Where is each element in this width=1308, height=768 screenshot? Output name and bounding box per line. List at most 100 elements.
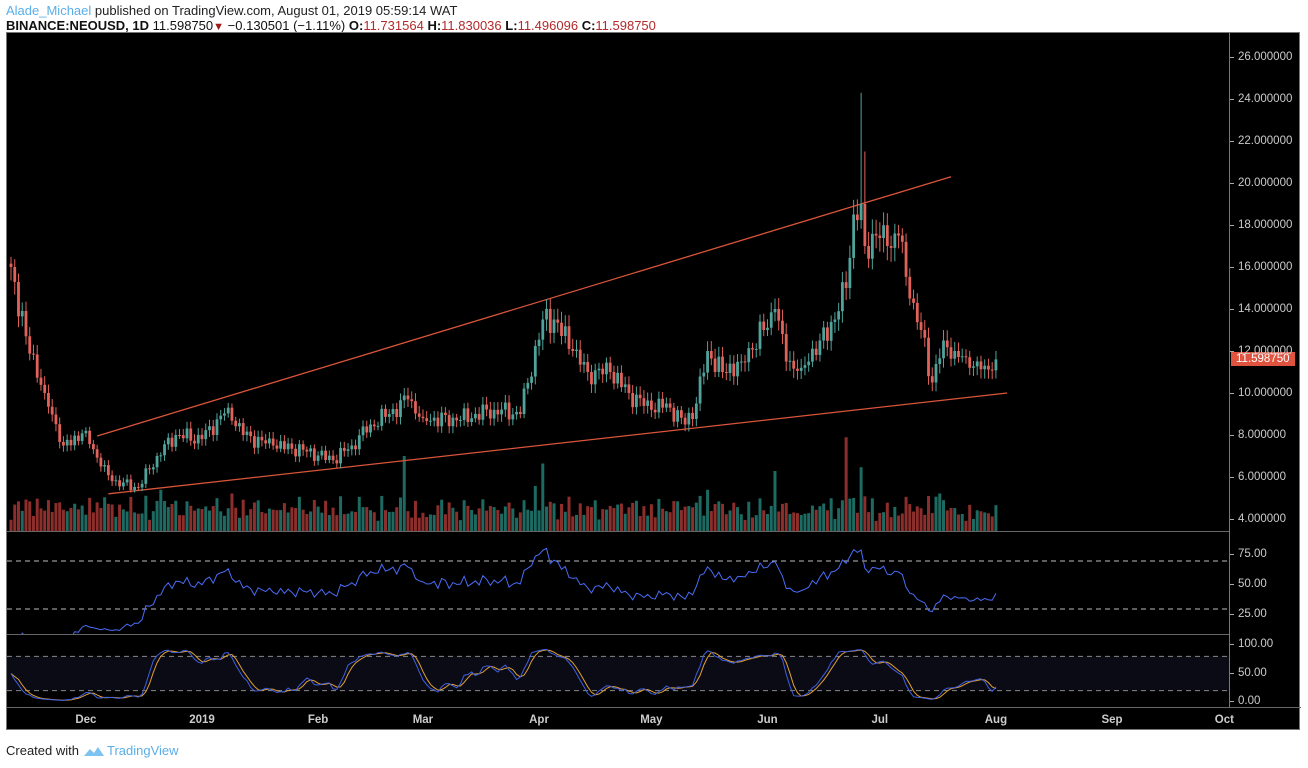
candle-body — [159, 455, 163, 457]
volume-bar — [159, 489, 163, 531]
candle-body — [814, 348, 818, 355]
volume-bar — [923, 514, 927, 531]
volume-bar — [601, 509, 605, 531]
candle-body — [601, 368, 605, 375]
volume-bar — [335, 515, 339, 531]
volume-bar — [717, 501, 721, 531]
volume-bar — [65, 511, 69, 531]
candle-body — [47, 393, 50, 407]
volume-bar — [9, 519, 13, 531]
volume-bar — [893, 506, 897, 531]
volume-bar — [960, 514, 964, 531]
candle-body — [691, 412, 694, 419]
volume-bar — [271, 509, 275, 531]
candle-body — [301, 444, 305, 450]
candle-body — [24, 310, 28, 337]
stochastic-pane[interactable] — [7, 634, 1229, 707]
volume-bar — [121, 509, 125, 531]
candle-body — [829, 321, 833, 341]
volume-bar — [316, 506, 320, 531]
candle-body — [923, 330, 927, 338]
candle-body — [54, 414, 58, 425]
volume-bar — [286, 512, 290, 531]
volume-bar — [904, 496, 908, 531]
author-link[interactable]: Alade_Michael — [6, 3, 92, 18]
publish-info: Alade_Michael published on TradingView.c… — [6, 3, 457, 18]
candle-body — [17, 281, 20, 317]
candle-body — [518, 411, 522, 414]
volume-bar — [638, 516, 642, 531]
volume-bar — [148, 519, 152, 531]
candle-body — [840, 282, 844, 312]
stoch-chart-svg — [7, 648, 1229, 701]
volume-bar — [369, 510, 373, 531]
candle-body — [178, 435, 181, 436]
candle-body — [234, 420, 238, 427]
candle-body — [376, 425, 380, 427]
price-tick-label: 22.000000 — [1229, 135, 1293, 147]
candle-body — [957, 351, 960, 357]
candle-body — [121, 482, 125, 487]
candle-body — [784, 334, 788, 362]
chart-container[interactable]: 11.598750 26.000000 24.000000 22.000000 20.… — [6, 32, 1301, 731]
candle-body — [713, 358, 717, 372]
rsi-tick-label: 75.00 — [1230, 548, 1267, 560]
time-axis[interactable]: Dec 2019 Feb Mar Apr May Jun Jul Aug Sep Oct — [7, 707, 1301, 731]
volume-bar — [477, 508, 481, 531]
candle-body — [848, 257, 852, 288]
candle-body — [447, 415, 451, 427]
candle-body — [230, 407, 234, 421]
time-tick-label: May — [640, 714, 663, 726]
volume-bar — [282, 503, 286, 531]
candle-body — [889, 246, 893, 248]
candle-body — [402, 395, 406, 401]
candle-body — [590, 372, 593, 385]
candle-body — [575, 349, 578, 351]
candle-body — [533, 345, 537, 377]
candle-body — [949, 347, 953, 359]
volume-bar — [61, 509, 65, 531]
created-with-text: Created with — [6, 743, 79, 758]
candle-body — [395, 409, 399, 418]
candle-body — [223, 413, 226, 416]
volume-bar — [443, 514, 447, 531]
candle-body — [215, 419, 219, 435]
time-tick-label: Mar — [412, 714, 434, 726]
candle-body — [631, 393, 635, 408]
stoch-d-line — [10, 649, 997, 701]
candle-body — [118, 480, 122, 487]
candle-body — [870, 233, 874, 259]
candle-body — [69, 439, 73, 446]
candle-body — [620, 372, 623, 388]
candle-body — [777, 309, 781, 321]
candle-body — [200, 434, 204, 440]
volume-bar — [324, 500, 328, 531]
volume-bar — [994, 505, 998, 531]
price-axis[interactable]: 11.598750 26.000000 24.000000 22.000000 20.… — [1229, 33, 1301, 707]
candle-body — [709, 351, 713, 359]
candle-body — [417, 413, 421, 417]
volume-bar — [136, 513, 140, 531]
rsi-pane[interactable] — [7, 531, 1229, 634]
volume-bar — [511, 508, 515, 531]
candle-body — [702, 372, 706, 377]
volume-bar — [679, 510, 683, 531]
price-tick-label: 14.000000 — [1229, 303, 1293, 315]
candle-body — [309, 448, 312, 452]
candle-body — [77, 435, 80, 441]
candle-body — [694, 403, 698, 419]
candle-body — [324, 450, 327, 461]
volume-bar — [515, 517, 519, 531]
tradingview-link[interactable]: TradingView — [83, 743, 179, 758]
volume-bar — [721, 503, 725, 531]
candle-body — [664, 403, 668, 408]
candle-body — [754, 348, 758, 350]
candle-body — [361, 426, 365, 436]
volume-bar — [788, 513, 792, 531]
volume-bar — [73, 503, 77, 531]
volume-bar — [46, 500, 50, 531]
candle-body — [208, 426, 211, 431]
volume-bar — [16, 501, 20, 531]
price-pane[interactable] — [7, 33, 1229, 531]
candle-body — [960, 356, 964, 358]
